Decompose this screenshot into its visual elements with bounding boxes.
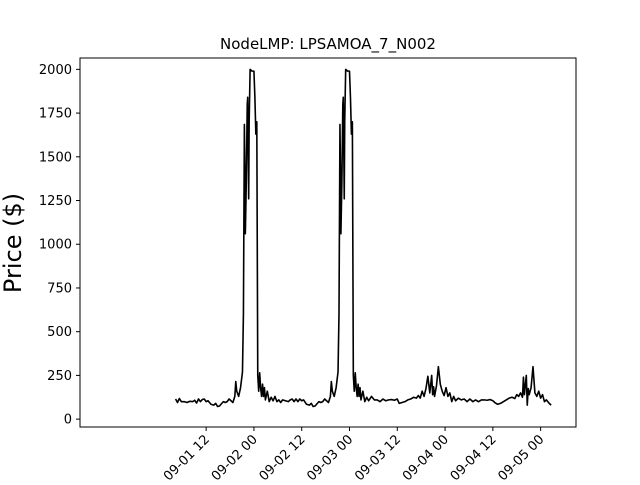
chart-title: NodeLMP: LPSAMOA_7_N002 [220, 35, 436, 54]
x-tick-label: 09-05 00 [496, 432, 548, 480]
x-tick-label: 09-01 12 [161, 432, 213, 480]
x-tick-label: 09-04 00 [400, 432, 452, 480]
y-tick-label: 1750 [39, 107, 72, 122]
y-tick-label: 250 [47, 369, 72, 384]
y-tick-label: 1250 [39, 194, 72, 209]
plot-area [174, 68, 552, 408]
series-line-0 [174, 68, 552, 408]
y-tick-label: 0 [64, 413, 72, 428]
y-tick-label: 500 [47, 325, 72, 340]
x-tick-label: 09-02 12 [257, 432, 309, 480]
y-tick-label: 750 [47, 281, 72, 296]
x-tick-label: 09-03 12 [352, 432, 404, 480]
y-tick-label: 1500 [39, 150, 72, 165]
x-tick-label: 09-04 12 [448, 432, 500, 480]
y-tick-label: 1000 [39, 238, 72, 253]
axes-frame [79, 57, 577, 428]
x-tick-label: 09-03 00 [304, 432, 356, 480]
x-tick-label: 09-02 00 [209, 432, 261, 480]
y-tick-label: 2000 [39, 63, 72, 78]
y-axis-ticks: 0 250 500 750 1000 1250 1500 1750 2000 [39, 63, 80, 428]
y-axis-label: Price ($) [0, 193, 27, 293]
